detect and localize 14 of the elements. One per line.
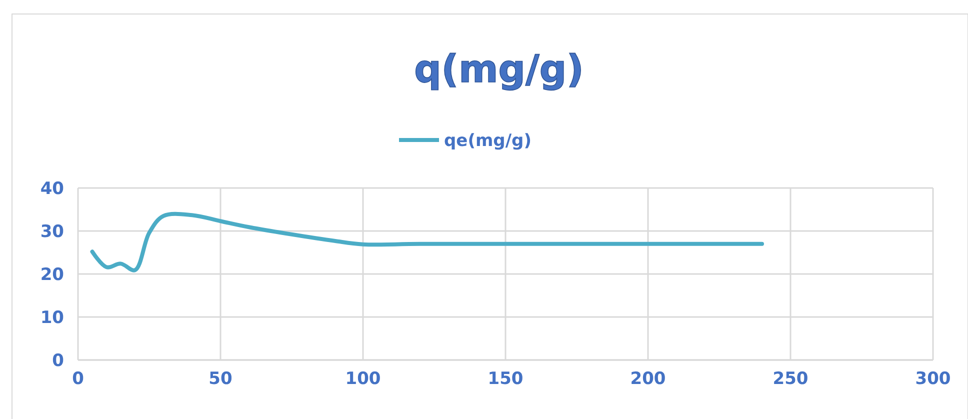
y-tick-label: 40 — [40, 178, 64, 199]
y-tick-label: 0 — [52, 350, 64, 371]
x-tick-label: 100 — [345, 369, 381, 389]
x-tick-label: 0 — [72, 369, 84, 389]
y-tick-label: 30 — [40, 222, 64, 242]
y-tick-label: 10 — [40, 308, 64, 328]
y-tick-label: 20 — [40, 264, 64, 285]
x-tick-label: 300 — [915, 369, 951, 389]
x-tick-label: 250 — [772, 369, 808, 389]
x-tick-label: 150 — [488, 369, 524, 389]
x-tick-label: 50 — [208, 369, 232, 389]
legend-label: qe(mg/g) — [444, 130, 532, 151]
x-tick-label: 200 — [630, 369, 666, 389]
chart-title: q(mg/g) — [414, 47, 584, 91]
